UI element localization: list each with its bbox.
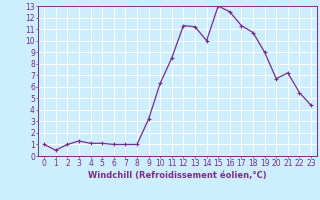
X-axis label: Windchill (Refroidissement éolien,°C): Windchill (Refroidissement éolien,°C) — [88, 171, 267, 180]
